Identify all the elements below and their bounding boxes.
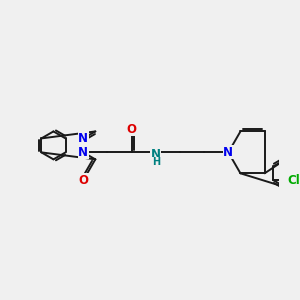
Text: O: O — [127, 123, 136, 136]
Text: H: H — [152, 157, 160, 167]
Text: N: N — [78, 146, 88, 159]
Text: N: N — [78, 132, 88, 145]
Text: N: N — [224, 146, 233, 159]
Text: Cl: Cl — [288, 174, 300, 187]
Text: N: N — [151, 148, 161, 161]
Text: O: O — [78, 174, 88, 187]
